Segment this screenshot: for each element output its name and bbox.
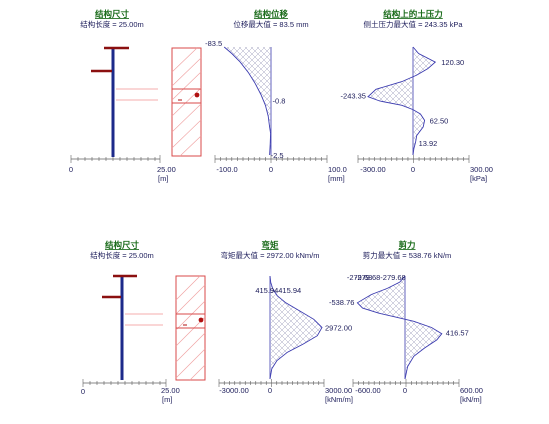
data-label: 415.94 [278, 286, 301, 295]
soil-hatching [175, 275, 206, 381]
data-label: -2.5 [271, 151, 284, 160]
data-label: -279.68 [355, 273, 380, 282]
data-label: -279.68 [347, 273, 372, 282]
series-line [223, 46, 272, 156]
x-unit-label: [kPa] [470, 174, 487, 183]
structure-subtitle-top: 结构长度 = 25.00m [80, 19, 144, 29]
x-tick-label: -100.0 [216, 165, 237, 174]
data-label: 416.57 [446, 329, 469, 338]
structure-title-bottom: 结构尺寸 [105, 240, 140, 251]
data-label: 62.50 [430, 116, 449, 125]
x-tick-label: 3000.00 [325, 386, 352, 395]
chart-subtitle: 剪力最大值 = 538.76 kN/m [363, 250, 452, 260]
series-area [270, 276, 322, 379]
length-tick-label: 25.00 [157, 165, 176, 174]
chart-title: 结构上的土压力 [383, 9, 443, 20]
x-tick-label: -300.00 [360, 165, 385, 174]
series-area [224, 47, 271, 155]
x-tick-label: -3000.00 [219, 386, 249, 395]
x-tick-label: 0 [268, 386, 272, 395]
data-label: -243.35 [341, 92, 366, 101]
x-unit-label: [kN/m] [460, 395, 482, 404]
structure-title-top: 结构尺寸 [95, 9, 130, 20]
length-axis-ticks [82, 379, 167, 387]
chart-title: 弯矩 [261, 240, 279, 251]
data-label: -0.8 [273, 96, 286, 105]
chart-title: 剪力 [398, 240, 415, 251]
x-tick-label: 100.0 [328, 165, 347, 174]
soil-profile [171, 47, 202, 157]
length-axis-ticks [70, 155, 161, 163]
series-line [269, 275, 323, 380]
water-table-marker [194, 92, 200, 98]
structure-panel-top: 结构尺寸 结构长度 = 25.00m 0 25.00 [m] [69, 9, 202, 183]
chart-subtitle: 位移最大值 = 83.5 mm [233, 19, 308, 29]
series-line [367, 46, 437, 156]
length-tick-label: 0 [69, 165, 73, 174]
structure-subtitle-bottom: 结构长度 = 25.00m [90, 250, 154, 260]
x-tick-label: 0 [411, 165, 415, 174]
series-area [357, 276, 442, 379]
data-label: 120.30 [441, 58, 464, 67]
displacement-chart: 结构位移 位移最大值 = 83.5 mm -100.0 0 100.0 [mm]… [205, 9, 347, 183]
data-label: 13.92 [419, 139, 438, 148]
earth-pressure-chart: 结构上的土压力 侧土压力最大值 = 243.35 kPa -300.00 0 3… [341, 9, 493, 183]
x-tick-label: 600.00 [460, 386, 483, 395]
x-tick-label: -600.00 [355, 386, 380, 395]
length-unit-label: [m] [158, 174, 168, 183]
data-label: 415.94 [255, 286, 278, 295]
data-label: 2972.00 [325, 324, 352, 333]
x-tick-label: 300.00 [470, 165, 493, 174]
x-tick-label: 0 [403, 386, 407, 395]
x-unit-label: [kNm/m] [325, 395, 353, 404]
data-label: -83.5 [205, 39, 222, 48]
shear-force-chart: 剪力 剪力最大值 = 538.76 kN/m -600.00 0 600.00 … [329, 240, 483, 404]
data-label: -279.68 [380, 273, 405, 282]
length-tick-label: 25.00 [161, 386, 180, 395]
x-unit-label: [mm] [328, 174, 345, 183]
soil-hatching [171, 47, 202, 157]
bending-moment-chart: 弯矩 弯矩最大值 = 2972.00 kNm/m -3000.00 0 3000… [218, 240, 353, 404]
series-line [356, 275, 443, 380]
chart-subtitle: 侧土压力最大值 = 243.35 kPa [364, 19, 464, 29]
length-unit-label: [m] [162, 395, 172, 404]
x-tick-label: 0 [269, 165, 273, 174]
length-tick-label: 0 [81, 387, 85, 396]
data-label: -538.76 [329, 298, 354, 307]
chart-title: 结构位移 [254, 9, 289, 20]
chart-subtitle: 弯矩最大值 = 2972.00 kNm/m [221, 250, 320, 260]
structure-panel-bottom: 结构尺寸 结构长度 = 25.00m 0 25.00 [m] [81, 240, 206, 404]
water-table-marker [198, 317, 204, 323]
